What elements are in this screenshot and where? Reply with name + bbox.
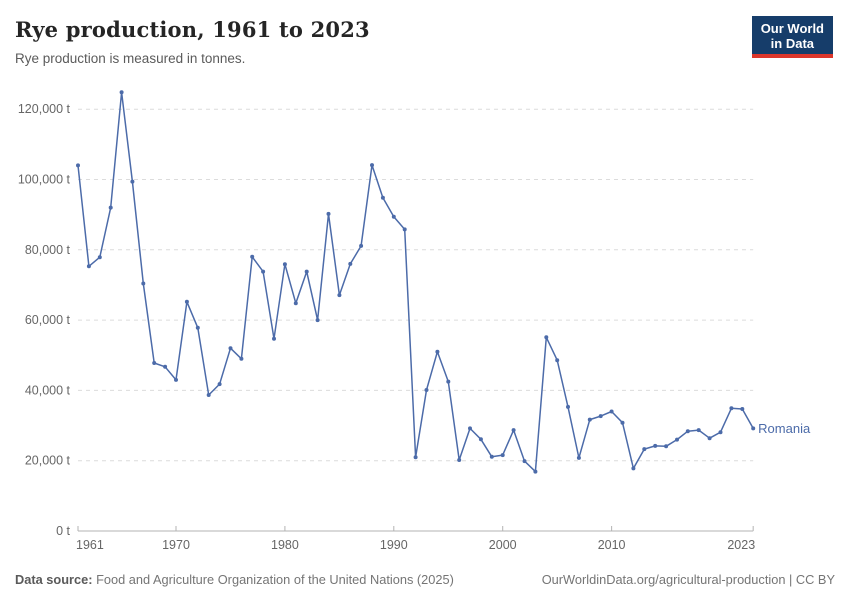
data-point[interactable] xyxy=(402,227,407,232)
data-source-text: Food and Agriculture Organization of the… xyxy=(92,572,454,587)
data-point[interactable] xyxy=(435,349,440,354)
data-point[interactable] xyxy=(282,262,287,267)
data-point[interactable] xyxy=(729,406,734,411)
data-point[interactable] xyxy=(326,211,331,216)
x-tick-label: 1970 xyxy=(162,538,190,552)
data-point[interactable] xyxy=(587,417,592,422)
data-point[interactable] xyxy=(653,443,658,448)
y-tick-label: 120,000 t xyxy=(18,102,71,116)
data-point[interactable] xyxy=(576,455,581,460)
data-point[interactable] xyxy=(370,163,374,168)
data-point[interactable] xyxy=(272,336,276,341)
data-point[interactable] xyxy=(195,325,200,330)
data-point[interactable] xyxy=(533,469,538,474)
data-point[interactable] xyxy=(348,261,353,266)
data-point[interactable] xyxy=(631,466,636,471)
data-point[interactable] xyxy=(184,299,189,304)
data-source-note: Data source: Food and Agriculture Organi… xyxy=(15,572,454,587)
data-point[interactable] xyxy=(446,379,451,384)
data-point[interactable] xyxy=(141,281,146,286)
data-source-label: Data source: xyxy=(15,572,93,587)
credit-link[interactable]: OurWorldinData.org/agricultural-producti… xyxy=(541,572,835,587)
series-label-romania[interactable]: Romania xyxy=(758,421,811,436)
data-point[interactable] xyxy=(174,377,178,382)
data-point[interactable] xyxy=(337,293,342,298)
data-point[interactable] xyxy=(664,444,669,449)
data-point[interactable] xyxy=(119,90,124,95)
line-chart-canvas[interactable]: 0 t 20,000 t 40,000 t 60,000 t 80,000 t 100,0… xyxy=(0,80,850,560)
logo-line2: in Data xyxy=(770,36,815,51)
data-point[interactable] xyxy=(511,428,516,433)
data-point[interactable] xyxy=(457,458,462,462)
data-point[interactable] xyxy=(489,454,494,459)
data-point[interactable] xyxy=(261,269,266,274)
data-point[interactable] xyxy=(555,358,560,363)
data-point[interactable] xyxy=(293,301,298,306)
x-tick-label: 1961 xyxy=(76,538,104,552)
data-point[interactable] xyxy=(108,205,113,210)
x-tick-label: 2010 xyxy=(598,538,626,552)
data-point[interactable] xyxy=(500,453,505,458)
y-tick-label: 40,000 t xyxy=(25,383,71,397)
data-point[interactable] xyxy=(642,447,647,452)
y-tick-label: 20,000 t xyxy=(25,454,71,468)
data-point[interactable] xyxy=(751,426,756,431)
owid-logo[interactable]: Our World in Data xyxy=(751,16,833,58)
data-point[interactable] xyxy=(598,414,603,419)
data-point[interactable] xyxy=(76,163,80,168)
data-point[interactable] xyxy=(239,356,244,361)
chart-footer: Data source: Food and Agriculture Organi… xyxy=(15,572,835,587)
data-point[interactable] xyxy=(566,404,570,409)
y-tick-label: 0 t xyxy=(56,524,70,538)
data-point[interactable] xyxy=(250,254,255,259)
y-tick-label: 80,000 t xyxy=(25,243,71,257)
data-point[interactable] xyxy=(130,179,135,184)
data-point[interactable] xyxy=(620,420,625,425)
page-title: Rye production, 1961 to 2023 xyxy=(15,17,370,42)
data-point[interactable] xyxy=(544,335,549,340)
y-tick-label: 60,000 t xyxy=(25,313,71,327)
data-point[interactable] xyxy=(413,455,418,460)
y-tick-label: 100,000 t xyxy=(18,173,71,187)
data-point[interactable] xyxy=(359,243,364,248)
data-point[interactable] xyxy=(696,428,701,433)
data-point[interactable] xyxy=(391,214,396,219)
data-point[interactable] xyxy=(478,437,483,442)
data-point[interactable] xyxy=(163,364,168,369)
data-point[interactable] xyxy=(86,264,91,269)
data-point[interactable] xyxy=(685,429,690,434)
data-point[interactable] xyxy=(152,361,157,365)
data-point[interactable] xyxy=(675,437,679,442)
data-point[interactable] xyxy=(522,459,527,464)
data-point[interactable] xyxy=(718,430,723,435)
data-point[interactable] xyxy=(707,436,712,441)
x-tick-label: 1990 xyxy=(380,538,408,552)
data-point[interactable] xyxy=(740,407,745,411)
data-point[interactable] xyxy=(468,426,472,431)
chart-subtitle: Rye production is measured in tonnes. xyxy=(15,51,246,66)
logo-line1: Our World xyxy=(760,21,824,36)
data-point[interactable] xyxy=(315,318,320,323)
x-tick-label: 1980 xyxy=(271,538,299,552)
data-point[interactable] xyxy=(609,409,614,414)
data-point[interactable] xyxy=(380,195,385,200)
data-point[interactable] xyxy=(217,382,222,387)
x-tick-label: 2000 xyxy=(489,538,517,552)
data-point[interactable] xyxy=(97,255,102,260)
x-tick-label: 2023 xyxy=(727,538,755,552)
series-line-romania[interactable] xyxy=(77,91,754,473)
data-point[interactable] xyxy=(304,269,309,274)
data-point[interactable] xyxy=(206,393,211,397)
data-point[interactable] xyxy=(424,388,429,392)
data-point[interactable] xyxy=(228,346,233,351)
